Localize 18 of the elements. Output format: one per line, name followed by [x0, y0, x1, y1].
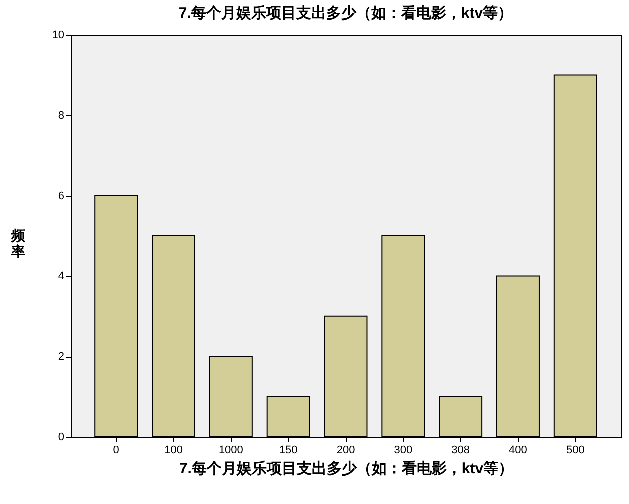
x-tick-label: 300: [394, 444, 413, 456]
y-tick-label: 8: [58, 110, 64, 122]
x-tick-label: 308: [452, 444, 470, 456]
y-tick-label: 4: [58, 270, 64, 283]
x-tick-label: 100: [164, 444, 183, 456]
y-tick-label: 10: [52, 30, 64, 42]
chart-title: 7.每个月娱乐项目支出多少（如：看电影，ktv等）: [178, 5, 514, 22]
x-tick-label: 0: [113, 444, 120, 456]
y-tick-label: 2: [58, 351, 64, 364]
x-tick-label: 1000: [218, 444, 244, 456]
x-tick-label: 500: [566, 444, 585, 456]
y-tick-label: 6: [58, 190, 64, 202]
y-tick-label: 0: [58, 432, 64, 444]
x-tick-label: 150: [279, 444, 298, 456]
x-tick-label: 200: [336, 444, 356, 456]
x-axis-title: 7.每个月娱乐项目支出多少（如：看电影，ktv等）: [179, 460, 514, 478]
y-axis-title: 频率: [10, 228, 26, 260]
x-tick-label: 400: [509, 444, 528, 456]
